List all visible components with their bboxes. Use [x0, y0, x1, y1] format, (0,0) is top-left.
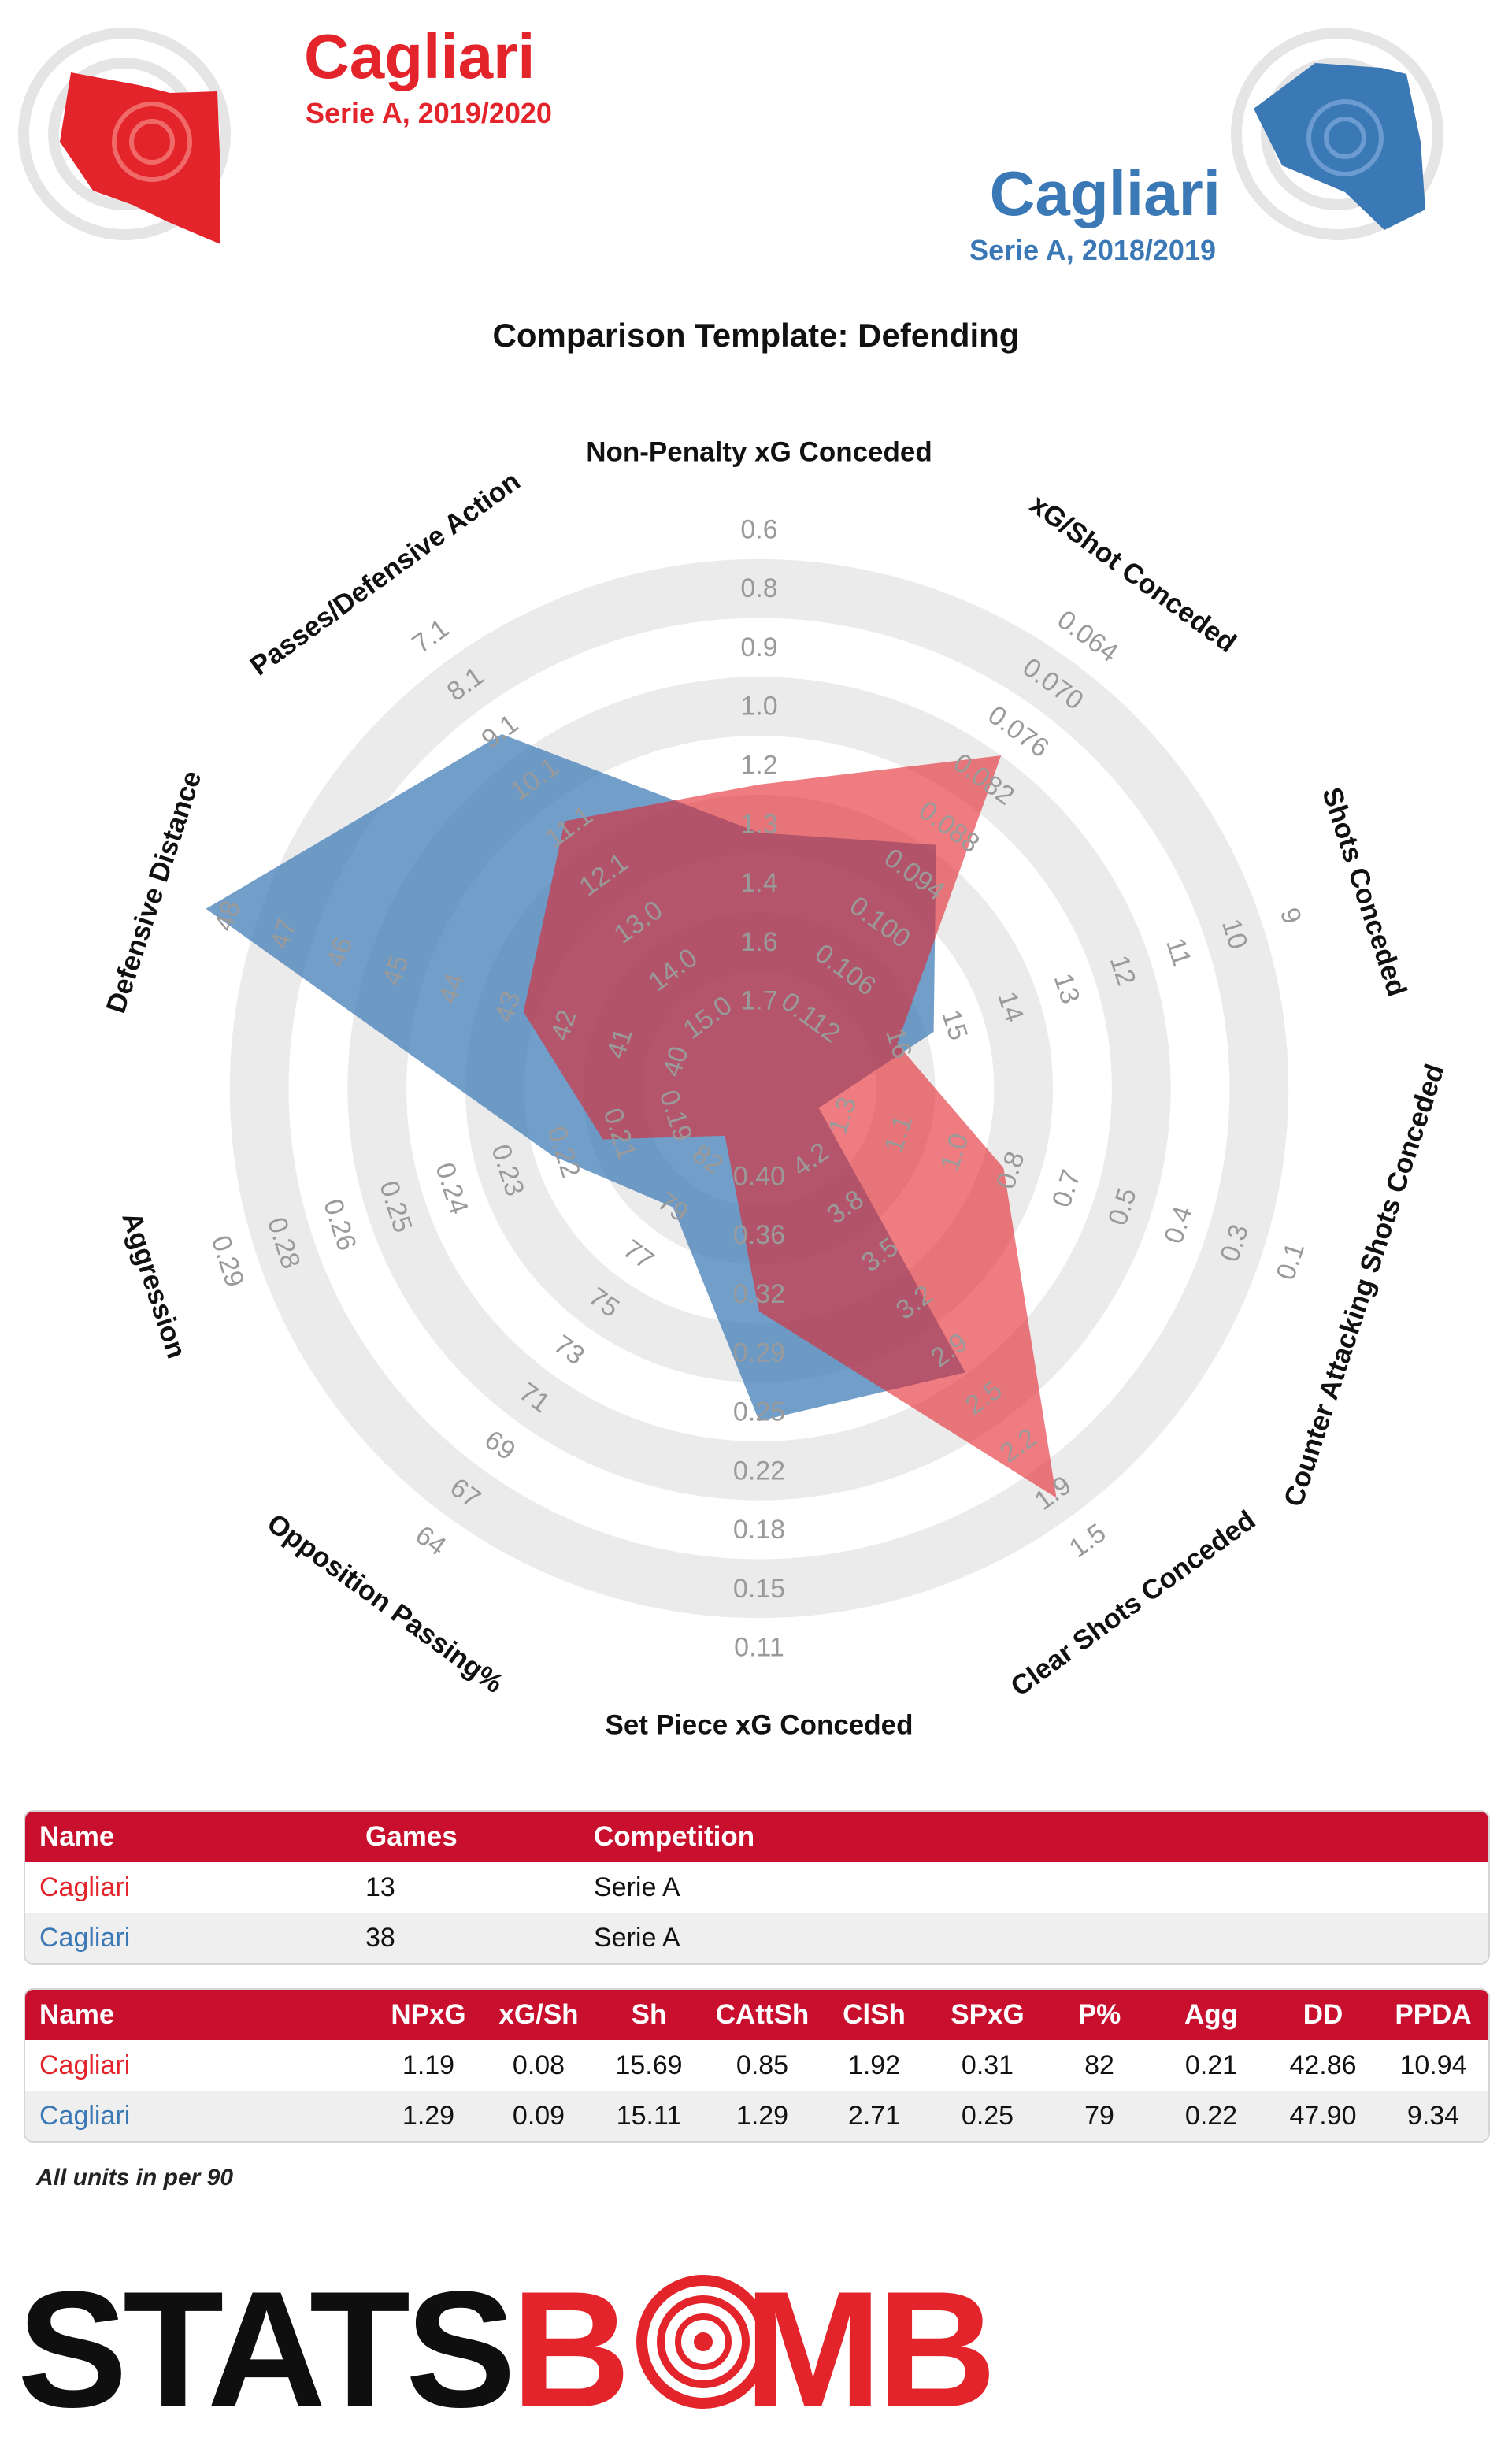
stats-row1-xgsh: 0.08 — [512, 2050, 565, 2080]
team2-subtitle: Serie A, 2018/2019 — [969, 234, 1216, 266]
stats-header-pct: P% — [1077, 1999, 1121, 2030]
stats-row1-ppda: 10.94 — [1399, 2050, 1467, 2080]
radar-tick-label: 1.7 — [740, 986, 777, 1016]
stats-header-xgsh: xG/Sh — [498, 1999, 579, 2030]
radar-tick-label: 0.40 — [733, 1161, 785, 1191]
stats-row2-npxg: 1.29 — [402, 2101, 455, 2131]
statsbomb-logo: STATSB MB — [17, 2267, 996, 2432]
stats-header-npxg: NPxG — [391, 1999, 466, 2030]
info-row2-name: Cagliari — [39, 1923, 131, 1953]
team1-subtitle: Serie A, 2019/2020 — [306, 97, 552, 129]
info-row1-competition: Serie A — [594, 1872, 680, 1902]
info-row1-games: 13 — [365, 1872, 395, 1902]
radar-tick-label: 1.3 — [740, 809, 777, 839]
stats-row2-pct: 79 — [1084, 2101, 1114, 2131]
radar-axis-label: Set Piece xG Conceded — [606, 1710, 914, 1741]
logo-text-b: B — [511, 2257, 631, 2442]
info-header-competition: Competition — [594, 1821, 755, 1852]
stats-header-clsh: ClSh — [843, 1999, 906, 2030]
radar-tick-label: 0.11 — [734, 1633, 784, 1663]
stats-row1-dd: 42.86 — [1289, 2050, 1357, 2080]
radar-tick-label: 0.22 — [733, 1456, 785, 1486]
stats-header-spxg: SPxG — [951, 1999, 1025, 2030]
stats-row1-npxg: 1.19 — [402, 2050, 455, 2080]
stats-row1-clsh: 1.92 — [847, 2050, 901, 2080]
stats-row1-cattsh: 0.85 — [736, 2050, 789, 2080]
stats-row1-pct: 82 — [1084, 2050, 1114, 2080]
units-footnote: All units in per 90 — [36, 2165, 234, 2191]
radar-tick-label: 0.25 — [733, 1397, 785, 1427]
stats-row1-sh: 15.69 — [615, 2050, 683, 2080]
info-row2-games: 38 — [365, 1923, 395, 1953]
radar-tick-label: 0.18 — [733, 1515, 785, 1545]
stats-header-agg: Agg — [1184, 1999, 1239, 2030]
stats-row2-xgsh: 0.09 — [512, 2101, 565, 2131]
radar-tick-label: 0.29 — [733, 1338, 785, 1368]
radar-tick-label: 0.32 — [733, 1279, 785, 1309]
radar-axis-label: Aggression — [116, 1208, 192, 1362]
stats-row2-sh: 15.11 — [616, 2101, 682, 2131]
radar-tick-label: 1.6 — [740, 927, 777, 957]
stats-row1-name: Cagliari — [39, 2050, 131, 2080]
chart-title: Comparison Template: Defending — [492, 317, 1020, 354]
team2-badge — [1231, 28, 1443, 240]
radar-tick-label: 0.8 — [740, 573, 777, 603]
stats-table-header: Name NPxG xG/Sh Sh CAttSh ClSh SPxG P% A… — [25, 1990, 1488, 2040]
table-row: Cagliari 38 Serie A — [25, 1913, 1488, 1963]
team1-badge — [18, 28, 231, 244]
radar-tick-label: 0.36 — [733, 1220, 785, 1250]
radar-tick-label: 1.2 — [740, 751, 777, 781]
radar-tick-label: 0.15 — [733, 1574, 785, 1604]
stats-row2-dd: 47.90 — [1289, 2101, 1357, 2131]
stats-header-name: Name — [39, 1999, 115, 2030]
radar-tick-label: 0.9 — [740, 633, 777, 662]
stats-table: Name NPxG xG/Sh Sh CAttSh ClSh SPxG P% A… — [24, 1988, 1490, 2143]
stats-row2-agg: 0.22 — [1184, 2101, 1238, 2131]
radar-tick-label: 1.4 — [740, 868, 777, 898]
radar-axis-label: Non-Penalty xG Conceded — [586, 437, 932, 468]
info-row2-competition: Serie A — [594, 1923, 680, 1953]
table-row: Cagliari 1.29 0.09 15.11 1.29 2.71 0.25 … — [25, 2091, 1488, 2141]
radar-tick-label: 1.0 — [740, 692, 777, 722]
logo-bullseye-icon — [636, 2275, 770, 2409]
table-row: Cagliari 1.19 0.08 15.69 0.85 1.92 0.31 … — [25, 2040, 1488, 2091]
stats-row2-name: Cagliari — [39, 2101, 131, 2131]
stats-header-ppda: PPDA — [1395, 1999, 1472, 2030]
logo-text-stats: STATS — [17, 2257, 516, 2442]
radar-chart: 1.71.61.41.31.21.00.90.80.60.1120.1060.1… — [100, 437, 1450, 1741]
info-header-name: Name — [39, 1821, 115, 1852]
info-row1-name: Cagliari — [39, 1872, 131, 1902]
info-table-header: Name Games Competition — [25, 1812, 1488, 1862]
radar-series-1 — [523, 755, 1057, 1498]
table-row: Cagliari 13 Serie A — [25, 1862, 1488, 1913]
stats-row2-clsh: 2.71 — [847, 2101, 901, 2131]
info-header-games: Games — [365, 1821, 458, 1852]
stats-header-sh: Sh — [631, 1999, 667, 2030]
stats-row2-spxg: 0.25 — [961, 2101, 1014, 2131]
radar-series — [206, 734, 1057, 1498]
team2-title: Cagliari — [989, 158, 1221, 228]
stats-row2-ppda: 9.34 — [1406, 2101, 1460, 2131]
stats-row2-cattsh: 1.29 — [736, 2101, 789, 2131]
stats-header-cattsh: CAttSh — [715, 1999, 810, 2030]
stats-row1-spxg: 0.31 — [961, 2050, 1014, 2080]
logo-text-mb: MB — [743, 2257, 997, 2442]
stats-header-dd: DD — [1303, 1999, 1343, 2030]
radar-tick-label: 0.6 — [740, 514, 777, 544]
stats-row1-agg: 0.21 — [1184, 2050, 1238, 2080]
team1-title: Cagliari — [304, 21, 536, 91]
info-table: Name Games Competition Cagliari 13 Serie… — [24, 1810, 1490, 1965]
